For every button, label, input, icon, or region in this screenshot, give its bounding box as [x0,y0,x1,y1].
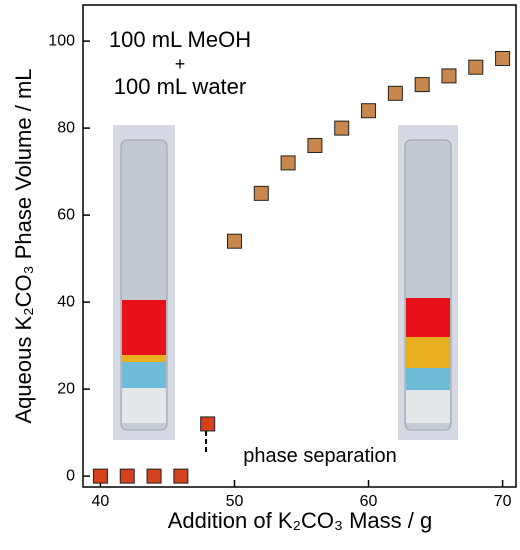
point [468,59,484,75]
tube-photo-left [113,125,175,440]
y-tick-label: 40 [57,293,75,310]
tube-photo-right [398,125,458,440]
point [200,416,216,432]
y-axis-label: Aqueous K₂CO₃ Phase Volume / mL [11,68,36,423]
x-tick-label: 70 [494,493,512,510]
point [387,85,403,101]
point [334,120,350,136]
point [280,155,296,171]
point [119,468,135,484]
plot-frame [82,4,517,488]
y-tick-label: 100 [48,32,75,49]
annotation: 100 mL water [114,74,246,99]
point [307,138,323,154]
point [361,103,377,119]
annotation: 100 mL MeOH [109,27,251,52]
x-tick-label: 40 [92,493,110,510]
y-tick-label: 60 [57,206,75,223]
point [441,68,457,84]
point [226,233,242,249]
point [146,468,162,484]
point [495,51,511,67]
x-tick-label: 60 [360,493,378,510]
point [253,185,269,201]
point [173,468,189,484]
x-tick-label: 50 [226,493,244,510]
x-axis-label: Addition of K₂CO₃ Mass / g [168,508,433,533]
point [414,77,430,93]
y-tick-label: 80 [57,119,75,136]
y-tick-label: 20 [57,380,75,397]
annotation: phase separation [243,445,396,467]
point [92,468,108,484]
annotation: + [175,54,186,74]
y-tick-label: 0 [66,467,75,484]
